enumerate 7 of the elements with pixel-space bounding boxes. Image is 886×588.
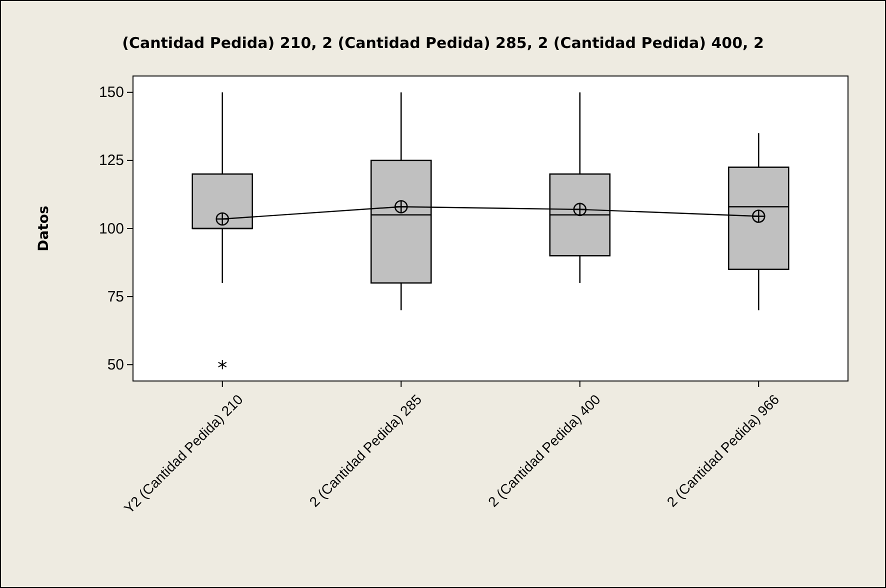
y-tick-label: 50 (107, 356, 124, 374)
y-axis-title: Datos (36, 206, 52, 252)
chart-title: (Cantidad Pedida) 210, 2 (Cantidad Pedida) 285, 2 (Cantidad Pedida) 400, 2 (122, 34, 764, 52)
y-tick-label: 75 (107, 288, 124, 306)
y-tick-label: 150 (98, 84, 124, 102)
y-tick-label: 125 (98, 152, 124, 170)
y-tick-label: 100 (98, 220, 124, 238)
